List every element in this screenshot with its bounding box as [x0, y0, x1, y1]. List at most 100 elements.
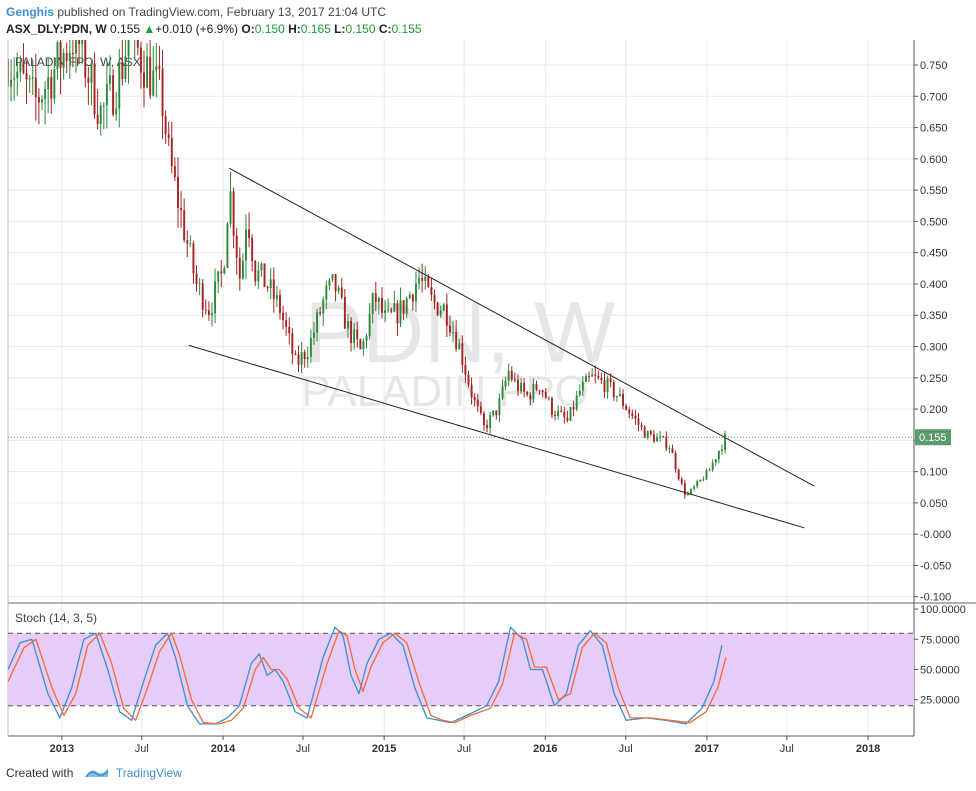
tradingview-link[interactable]: TradingView — [115, 766, 182, 780]
candle — [263, 263, 266, 288]
candle — [25, 60, 28, 105]
candle — [272, 267, 275, 313]
candle — [50, 69, 53, 114]
candle — [405, 296, 408, 319]
candle — [10, 59, 13, 102]
low-label: L: — [334, 22, 346, 36]
candle — [408, 291, 411, 300]
candle — [680, 476, 683, 486]
candle — [223, 265, 226, 275]
candle — [235, 227, 238, 275]
candle — [340, 278, 343, 300]
candle — [257, 261, 260, 290]
candle — [584, 373, 587, 383]
time-axis[interactable]: 2013 Jul 2014 Jul 2015 Jul 2016 Jul 2017 Jul 2018 — [50, 736, 881, 755]
candle — [702, 476, 705, 482]
candle — [279, 289, 281, 320]
candle — [192, 240, 195, 284]
candle — [319, 306, 322, 316]
price-tick-label: 0.450 — [920, 248, 948, 260]
time-tick-label: 2017 — [695, 743, 719, 755]
candle — [241, 253, 244, 280]
high-value: 0.165 — [300, 22, 331, 36]
candle — [139, 41, 142, 89]
candle — [31, 59, 34, 95]
candle — [347, 313, 349, 338]
candle — [504, 376, 507, 391]
candle — [541, 389, 544, 398]
close-label: C: — [378, 22, 392, 36]
candle — [377, 296, 380, 315]
candle — [136, 40, 139, 56]
candle — [637, 413, 640, 432]
candle — [87, 66, 90, 105]
candle — [498, 393, 501, 422]
candle — [572, 400, 575, 417]
candle — [297, 345, 300, 373]
candle — [510, 366, 513, 382]
stoch-axis[interactable]: 100.0000 75.0000 50.0000 25.0000 — [914, 604, 966, 707]
candle — [217, 271, 220, 293]
candle — [662, 435, 665, 438]
candle — [421, 263, 424, 293]
candle — [455, 320, 458, 352]
candle — [313, 321, 315, 345]
candle — [603, 372, 606, 399]
candle — [118, 48, 121, 128]
candle — [90, 60, 93, 105]
candle — [180, 191, 183, 228]
time-tick-label: 2014 — [211, 743, 236, 755]
ohlc-line: ASX_DLY:PDN, W 0.155 ▲+0.010 (+6.9%) O:0… — [6, 22, 422, 36]
candle — [618, 387, 621, 397]
candle — [306, 346, 309, 368]
candle — [173, 157, 176, 181]
time-tick-label: Jul — [135, 743, 149, 755]
open-label: O: — [241, 22, 255, 36]
candle — [207, 301, 210, 321]
candle — [467, 370, 470, 388]
candle — [115, 91, 118, 121]
symbol-label[interactable]: ASX_DLY:PDN, W — [6, 22, 107, 36]
candle — [34, 53, 37, 121]
candles — [8, 40, 726, 499]
candle — [532, 378, 535, 403]
price-tick-label: 0.200 — [920, 404, 948, 416]
candle — [411, 293, 414, 311]
stoch-pane-title: Stoch (14, 3, 5) — [15, 611, 97, 625]
created-with-text: Created with — [6, 766, 74, 780]
candle — [146, 43, 149, 89]
price-tick-label: 0.550 — [920, 185, 948, 197]
candle — [62, 48, 65, 80]
candle — [365, 333, 368, 349]
stoch-tick-label: 25.0000 — [920, 695, 960, 707]
price-axis[interactable]: 0.750 0.700 0.650 0.600 0.550 0.500 0.450 0.400… — [914, 60, 951, 604]
upper-trendline[interactable] — [228, 167, 815, 487]
price-tick-label: 0.250 — [920, 373, 948, 385]
candle — [251, 234, 254, 272]
candle — [439, 305, 442, 319]
lower-trendline[interactable] — [188, 344, 805, 529]
publish-line: Genghis published on TradingView.com, Fe… — [6, 5, 386, 19]
price-tick-label: 0.700 — [920, 91, 948, 103]
candle — [143, 50, 145, 108]
tradingview-logo-icon[interactable] — [85, 765, 109, 782]
candle — [214, 268, 217, 324]
candle — [269, 268, 272, 300]
open-value: 0.150 — [254, 22, 285, 36]
price-tick-label: 0.650 — [920, 123, 948, 135]
price-tick-label: -0.000 — [920, 529, 951, 541]
time-tick-label: 2013 — [50, 743, 74, 755]
candle — [424, 266, 427, 290]
candle — [78, 40, 81, 65]
candle — [516, 374, 519, 397]
candle — [489, 411, 492, 434]
candle — [470, 377, 473, 405]
candle — [430, 277, 433, 301]
author-link[interactable]: Genghis — [6, 5, 55, 19]
candle — [303, 349, 306, 368]
time-tick-label: Jul — [296, 743, 310, 755]
price-tick-label: -0.100 — [920, 592, 951, 604]
candle — [161, 49, 164, 140]
candle — [399, 287, 402, 328]
